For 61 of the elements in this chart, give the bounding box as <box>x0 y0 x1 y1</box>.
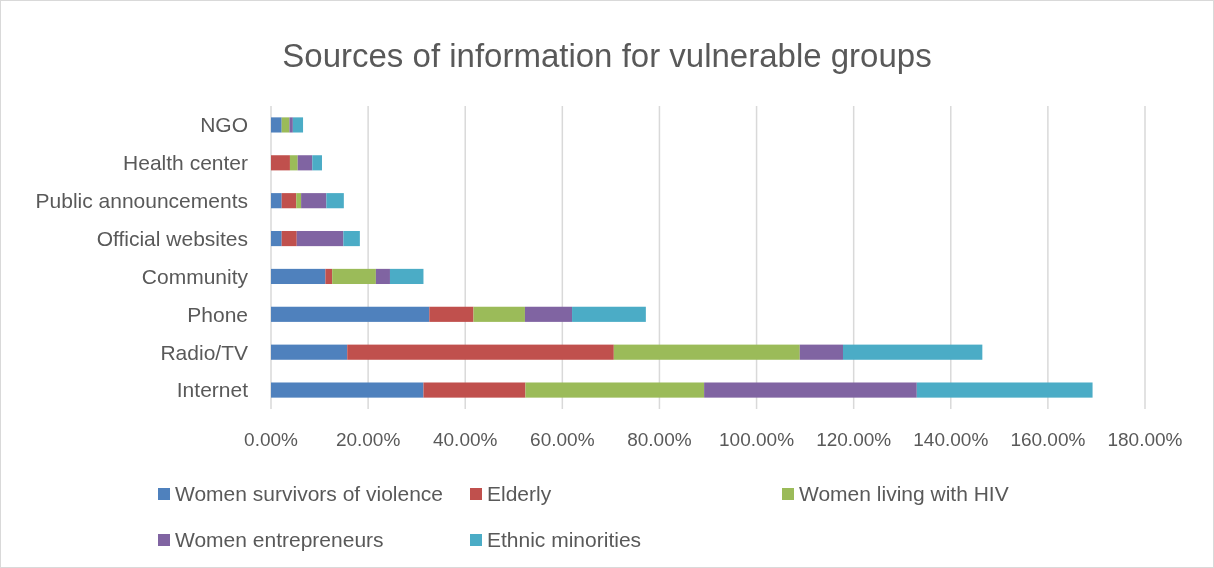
x-tick-label: 0.00% <box>244 429 299 450</box>
bar <box>271 344 348 360</box>
bar <box>525 382 705 398</box>
bar <box>347 344 614 360</box>
y-tick-label: Community <box>141 264 249 288</box>
bar <box>292 117 304 133</box>
y-tick-label: Official websites <box>96 226 248 250</box>
bar <box>473 306 525 322</box>
bar <box>281 193 297 209</box>
bar <box>423 382 526 398</box>
bar <box>312 155 322 171</box>
bar <box>389 268 424 285</box>
bar <box>325 268 333 285</box>
y-tick-label: NGO <box>200 113 248 137</box>
bar <box>343 230 360 247</box>
bar <box>613 344 800 360</box>
legend-label: Ethnic minorities <box>487 528 642 552</box>
bar <box>281 230 297 247</box>
y-tick-label: Health center <box>123 151 248 175</box>
bar <box>271 230 282 247</box>
x-tick-label: 160.00% <box>1010 429 1086 450</box>
legend-label: Women entrepreneurs <box>175 528 384 552</box>
bar <box>271 117 282 133</box>
y-tick-label: Phone <box>187 302 248 326</box>
bar <box>271 268 326 285</box>
legend-label: Women living with HIV <box>799 482 1009 506</box>
x-tick-label: 60.00% <box>530 429 595 450</box>
bar <box>332 268 376 285</box>
x-tick-label: 40.00% <box>433 429 498 450</box>
bar <box>429 306 474 322</box>
bar <box>271 382 424 398</box>
bar <box>296 230 344 247</box>
legend-label: Women survivors of violence <box>175 482 444 506</box>
x-tick-label: 100.00% <box>719 429 795 450</box>
legend-label: Elderly <box>487 482 552 506</box>
bar <box>799 344 843 360</box>
bar <box>375 268 390 285</box>
bar <box>271 306 430 322</box>
x-tick-label: 120.00% <box>816 429 892 450</box>
chart-title: Sources of information for vulnerable groups <box>282 36 932 74</box>
bar <box>916 382 1093 398</box>
y-tick-label: Radio/TV <box>160 340 248 364</box>
bar <box>297 155 313 171</box>
y-tick-label: Internet <box>176 378 249 402</box>
x-tick-label: 180.00% <box>1107 429 1183 450</box>
x-tick-label: 80.00% <box>627 429 692 450</box>
bar <box>281 117 290 133</box>
bar <box>289 117 293 133</box>
bar <box>704 382 917 398</box>
bar <box>271 155 290 171</box>
bar <box>289 155 298 171</box>
bar <box>271 193 282 209</box>
bar <box>524 306 573 322</box>
y-tick-label: Public announcements <box>35 189 248 213</box>
bar <box>326 193 344 209</box>
x-tick-label: 140.00% <box>913 429 989 450</box>
bar <box>301 193 327 209</box>
bar <box>842 344 983 360</box>
bar <box>572 306 646 322</box>
x-tick-label: 20.00% <box>335 429 401 450</box>
bar <box>296 193 302 209</box>
